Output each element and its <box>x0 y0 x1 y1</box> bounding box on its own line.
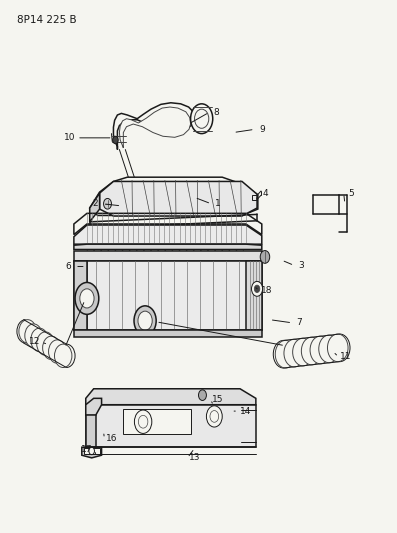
Text: 5: 5 <box>348 189 354 198</box>
Text: 1: 1 <box>216 199 221 208</box>
Circle shape <box>254 285 260 293</box>
Text: 3: 3 <box>299 261 304 270</box>
Polygon shape <box>74 261 87 330</box>
Polygon shape <box>100 181 257 216</box>
Circle shape <box>191 104 213 134</box>
Text: 8P14 225 B: 8P14 225 B <box>17 15 76 26</box>
Circle shape <box>284 340 304 367</box>
Text: 14: 14 <box>239 407 251 416</box>
Circle shape <box>198 390 206 400</box>
Text: 11: 11 <box>340 352 351 361</box>
Polygon shape <box>246 261 262 330</box>
Circle shape <box>75 282 99 314</box>
Polygon shape <box>86 389 256 405</box>
Circle shape <box>210 410 219 422</box>
Text: 7: 7 <box>297 318 302 327</box>
Circle shape <box>293 338 313 366</box>
Circle shape <box>135 410 152 433</box>
Text: 15: 15 <box>212 395 223 404</box>
Text: 16: 16 <box>106 434 117 443</box>
Circle shape <box>319 335 339 363</box>
Polygon shape <box>74 261 87 330</box>
Circle shape <box>54 344 72 368</box>
Polygon shape <box>90 177 258 215</box>
Polygon shape <box>74 244 262 249</box>
Circle shape <box>89 447 94 455</box>
Polygon shape <box>86 398 102 415</box>
Circle shape <box>206 406 222 427</box>
Circle shape <box>310 336 331 364</box>
Circle shape <box>134 306 156 336</box>
Circle shape <box>25 324 42 348</box>
Polygon shape <box>74 251 262 261</box>
Polygon shape <box>84 448 100 454</box>
Polygon shape <box>86 405 256 447</box>
Text: 17: 17 <box>81 446 93 455</box>
Circle shape <box>37 332 54 356</box>
Circle shape <box>275 341 296 368</box>
Text: 4: 4 <box>263 189 268 198</box>
Text: 9: 9 <box>259 125 265 134</box>
Polygon shape <box>114 103 195 150</box>
Polygon shape <box>74 225 262 244</box>
Text: 10: 10 <box>64 133 76 142</box>
Circle shape <box>138 311 152 330</box>
Circle shape <box>31 328 48 352</box>
Circle shape <box>328 334 348 362</box>
Circle shape <box>260 251 270 263</box>
Polygon shape <box>87 261 262 330</box>
Circle shape <box>113 136 118 144</box>
Polygon shape <box>90 193 100 222</box>
Polygon shape <box>119 107 191 148</box>
Polygon shape <box>86 415 96 447</box>
Circle shape <box>42 336 60 360</box>
Circle shape <box>301 337 322 365</box>
Text: 8: 8 <box>214 108 219 117</box>
Circle shape <box>48 340 66 364</box>
Polygon shape <box>74 330 262 337</box>
Circle shape <box>195 109 209 128</box>
Text: 12: 12 <box>29 337 40 346</box>
Polygon shape <box>123 409 191 434</box>
Text: 6: 6 <box>65 262 71 271</box>
Circle shape <box>19 320 36 343</box>
Circle shape <box>139 415 148 428</box>
Circle shape <box>252 281 262 296</box>
Text: 18: 18 <box>261 286 272 295</box>
Text: 13: 13 <box>189 454 200 463</box>
Circle shape <box>104 198 112 209</box>
Polygon shape <box>82 447 102 458</box>
Circle shape <box>80 289 94 308</box>
Text: 2: 2 <box>93 199 98 208</box>
